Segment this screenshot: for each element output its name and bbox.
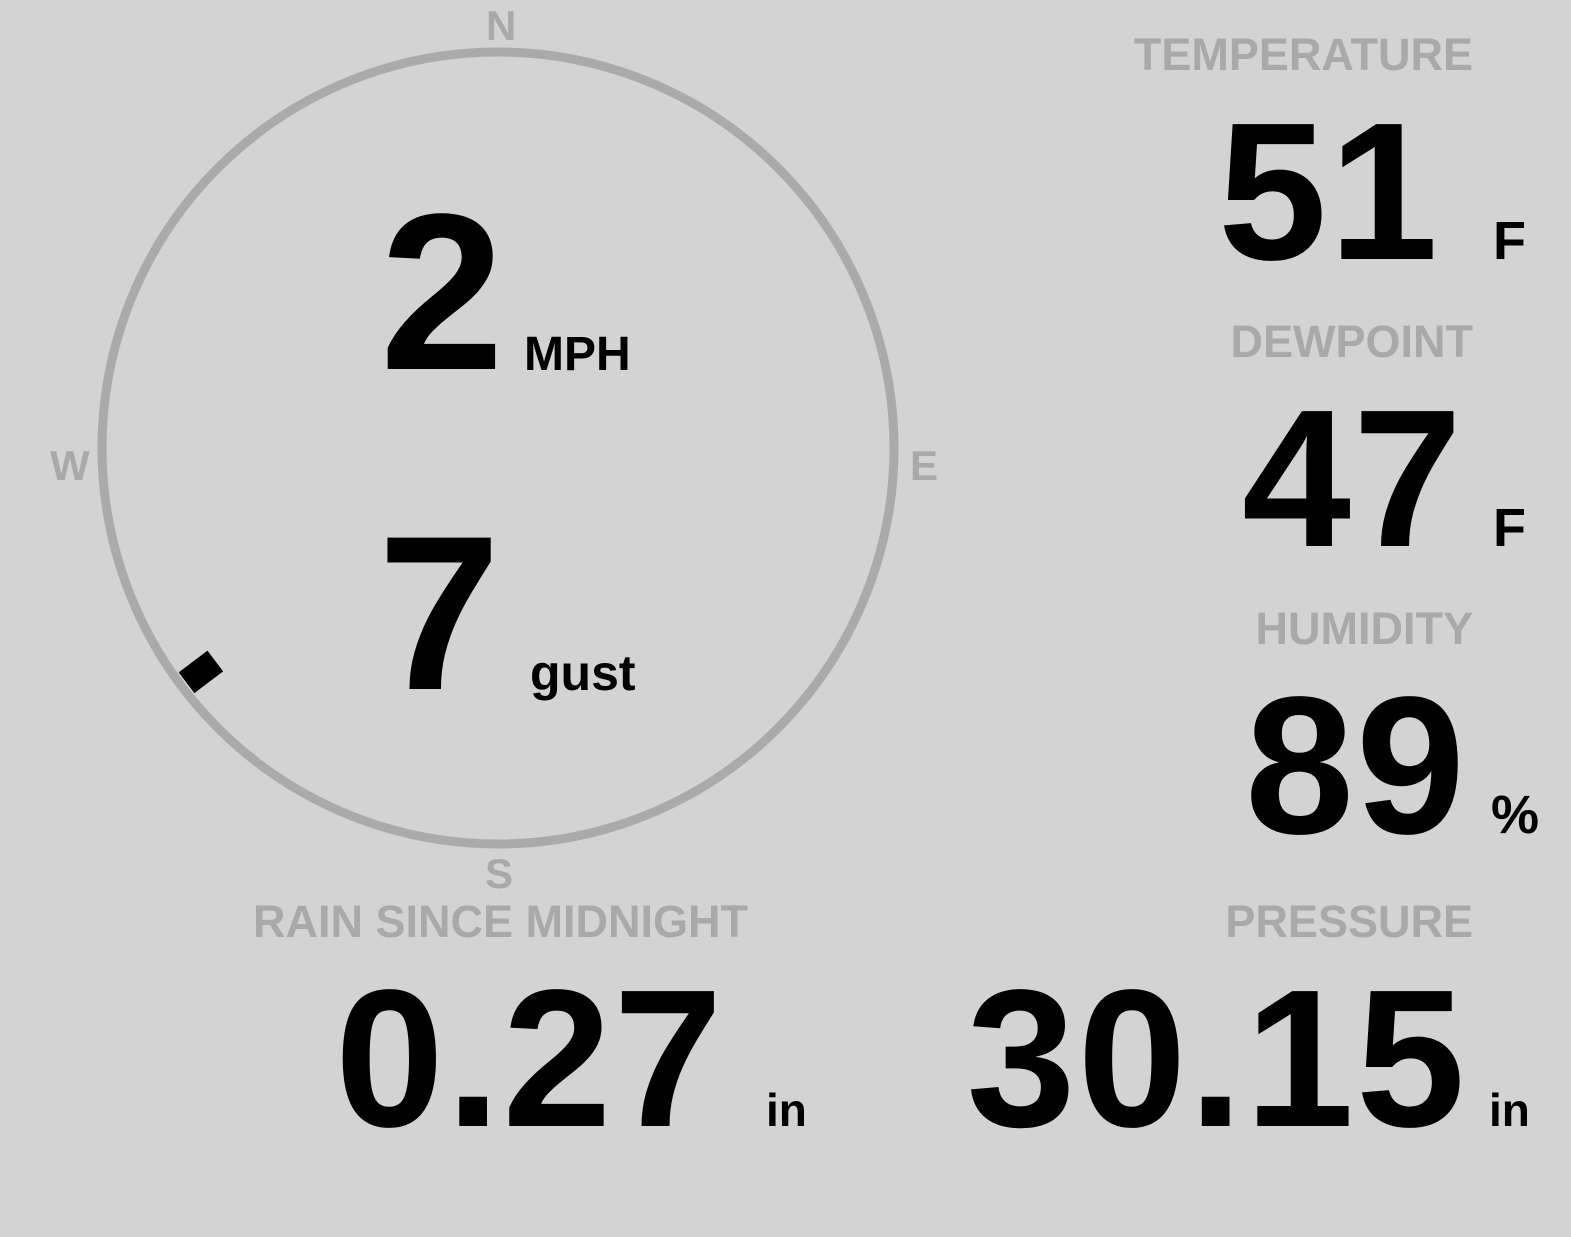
wind-speed-unit: MPH (524, 328, 631, 381)
dewpoint-unit: F (1493, 498, 1526, 558)
dewpoint-label: DEWPOINT (1230, 316, 1474, 367)
compass-north-label: N (486, 2, 517, 49)
wind-gust-value: 7 (378, 490, 501, 736)
pressure-value: 30.15 (966, 949, 1467, 1168)
wind-speed-value: 2 (380, 168, 505, 417)
humidity-value: 89 (1244, 656, 1467, 875)
humidity-unit: % (1491, 785, 1540, 845)
compass-ring (97, 47, 899, 849)
wind-direction-marker (178, 650, 224, 694)
humidity-label: HUMIDITY (1255, 603, 1474, 654)
dewpoint-value: 47 (1241, 369, 1464, 588)
pressure-unit: in (1489, 1084, 1530, 1136)
compass-west-label: W (50, 442, 90, 489)
rain-label: RAIN SINCE MIDNIGHT (253, 896, 748, 947)
compass-south-label: S (485, 850, 514, 897)
wind-gust-label: gust (530, 645, 636, 701)
rain-value: 0.27 (335, 949, 725, 1168)
temperature-unit: F (1493, 211, 1526, 271)
rain-unit: in (766, 1084, 807, 1136)
temperature-label: TEMPERATURE (1133, 29, 1473, 80)
pressure-label: PRESSURE (1225, 896, 1473, 947)
temperature-value: 51 (1217, 82, 1440, 301)
compass-east-label: E (910, 442, 939, 489)
